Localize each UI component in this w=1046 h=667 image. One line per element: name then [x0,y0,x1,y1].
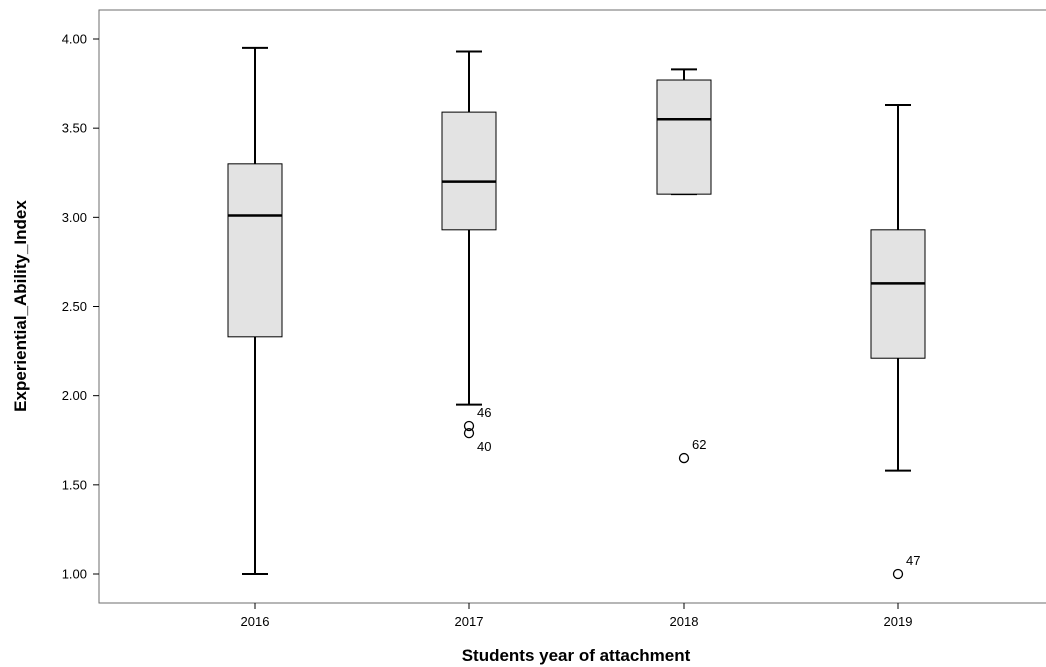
y-tick-label: 1.00 [62,567,87,582]
outlier-label: 62 [692,437,706,452]
outlier-marker [678,452,690,464]
y-tick-label: 1.50 [62,477,87,492]
box-iqr [870,229,926,359]
x-axis-title: Students year of attachment [462,646,691,665]
box-iqr [656,79,712,195]
outlier-label: 46 [477,405,491,420]
box-2019: 47 [870,103,926,580]
box-2017: 46 40 [441,50,497,454]
y-tick-label: 3.50 [62,121,87,136]
outlier-marker [463,427,475,439]
y-axis-title: Experiential_Ability_Index [11,200,30,412]
outlier-marker [463,420,475,432]
y-tick-label: 2.50 [62,299,87,314]
box-iqr [227,163,283,338]
y-axis: 1.00 1.50 2.00 2.50 3.00 3.50 4.00 [62,32,99,582]
y-tick-label: 4.00 [62,32,87,47]
y-tick-label: 2.00 [62,388,87,403]
box-2018: 62 [656,68,712,464]
outlier-label: 47 [906,553,920,568]
outlier-label: 40 [477,439,491,454]
box-2016 [227,46,283,575]
box-group: 46 40 62 47 [227,46,926,580]
x-tick-label: 2019 [884,614,913,629]
x-tick-label: 2017 [455,614,484,629]
x-tick-label: 2016 [241,614,270,629]
outlier-marker [892,568,904,580]
x-axis: 2016 2017 2018 2019 [241,603,913,629]
y-tick-label: 3.00 [62,210,87,225]
box-iqr [441,111,497,231]
x-tick-label: 2018 [670,614,699,629]
